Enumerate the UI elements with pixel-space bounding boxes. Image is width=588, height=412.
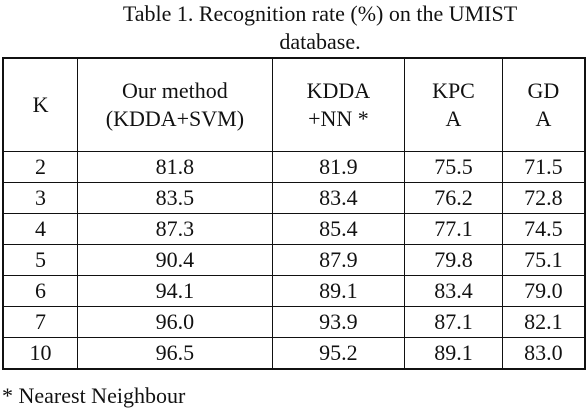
table-cell: 3 xyxy=(2,182,79,214)
table-cell: 79.0 xyxy=(501,275,586,307)
table-cell: 72.8 xyxy=(501,182,586,214)
table-cell: 74.5 xyxy=(501,213,586,245)
table-cell: 83.5 xyxy=(77,182,273,214)
table-cell: 83.4 xyxy=(271,182,406,214)
table-cell: 83.4 xyxy=(404,275,503,307)
table-row: 6 94.1 89.1 83.4 79.0 xyxy=(2,275,586,307)
table-row: 7 96.0 93.9 87.1 82.1 xyxy=(2,306,586,338)
header-line: KDDA xyxy=(306,78,371,103)
table-cell: 87.1 xyxy=(404,306,503,338)
table-cell: 10 xyxy=(2,337,79,370)
header-line: A xyxy=(445,106,462,131)
table-cell: 96.0 xyxy=(77,306,273,338)
table-cell: 95.2 xyxy=(271,337,406,370)
table-row: 4 87.3 85.4 77.1 74.5 xyxy=(2,213,586,245)
table-cell: 6 xyxy=(2,275,79,307)
footnote: * Nearest Neighbour xyxy=(2,383,186,408)
header-line: (KDDA+SVM) xyxy=(105,106,245,131)
header-line: +NN * xyxy=(308,106,369,131)
table-body: 2 81.8 81.9 75.5 71.5 3 83.5 83.4 76.2 72.8 4 87.3 8… xyxy=(2,151,586,370)
caption: Table 1. Recognition rate (%) on the UMI… xyxy=(110,0,530,56)
table-cell: 77.1 xyxy=(404,213,503,245)
table-cell: 79.8 xyxy=(404,244,503,276)
table-row: 5 90.4 87.9 79.8 75.1 xyxy=(2,244,586,276)
table-cell: 2 xyxy=(2,151,79,183)
table-cell: 96.5 xyxy=(77,337,273,370)
caption-line: database. xyxy=(279,29,361,54)
table-cell: 7 xyxy=(2,306,79,338)
table-cell: 93.9 xyxy=(271,306,406,338)
table-cell: 83.0 xyxy=(501,337,586,370)
table-cell: 75.5 xyxy=(404,151,503,183)
table-cell: 75.1 xyxy=(501,244,586,276)
header-cell: KPC A xyxy=(404,57,503,152)
header-cell: K xyxy=(2,57,79,152)
header-line: A xyxy=(535,106,552,131)
table-cell: 81.9 xyxy=(271,151,406,183)
table-cell: 90.4 xyxy=(77,244,273,276)
table-cell: 89.1 xyxy=(404,337,503,370)
caption-line: Table 1. Recognition rate (%) on the UMI… xyxy=(122,1,518,26)
table-cell: 71.5 xyxy=(501,151,586,183)
table-row: 3 83.5 83.4 76.2 72.8 xyxy=(2,182,586,214)
header-line: K xyxy=(32,92,49,117)
table-cell: 4 xyxy=(2,213,79,245)
table-cell: 82.1 xyxy=(501,306,586,338)
table-cell: 85.4 xyxy=(271,213,406,245)
table-cell: 87.3 xyxy=(77,213,273,245)
header-line: Our method xyxy=(122,78,228,103)
table-cell: 94.1 xyxy=(77,275,273,307)
header-line: KPC xyxy=(432,78,475,103)
table-row: 10 96.5 95.2 89.1 83.0 xyxy=(2,337,586,370)
table-cell: 81.8 xyxy=(77,151,273,183)
table-cell: 87.9 xyxy=(271,244,406,276)
table-cell: 89.1 xyxy=(271,275,406,307)
header-cell: KDDA +NN * xyxy=(271,57,406,152)
header-line: GD xyxy=(527,78,560,103)
header-cell: GD A xyxy=(501,57,586,152)
header-row: K Our method (KDDA+SVM) KDDA +NN * KPC A GD A xyxy=(2,57,586,152)
table-cell: 76.2 xyxy=(404,182,503,214)
table-cell: 5 xyxy=(2,244,79,276)
table-row: 2 81.8 81.9 75.5 71.5 xyxy=(2,151,586,183)
header-cell: Our method (KDDA+SVM) xyxy=(77,57,273,152)
